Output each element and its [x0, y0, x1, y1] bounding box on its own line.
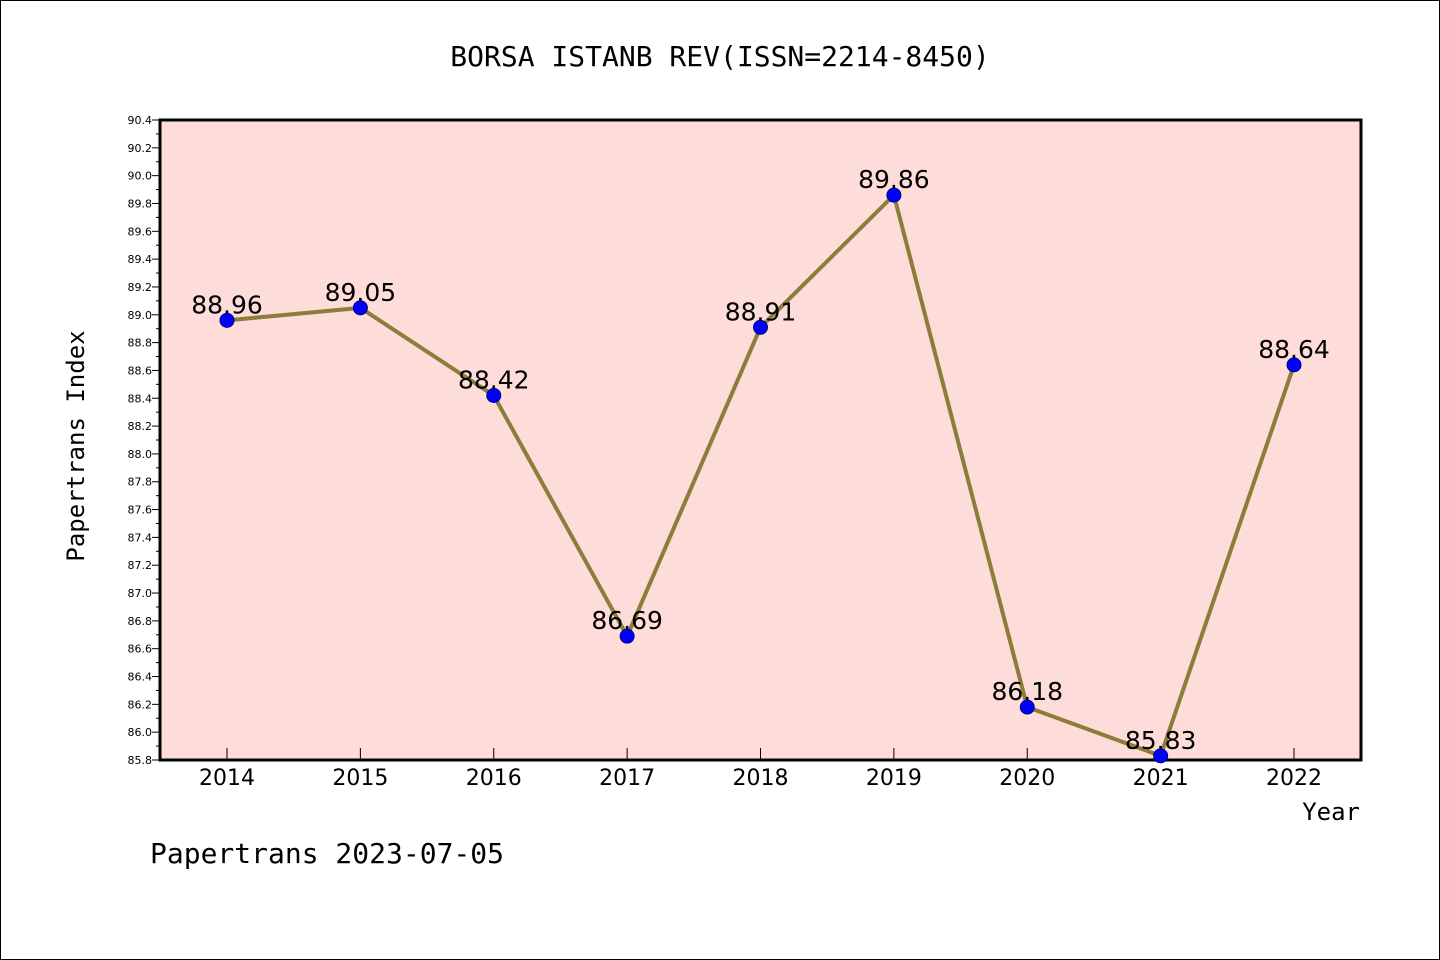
x-tick-label: 2015 — [332, 766, 388, 791]
y-tick-label: 90.0 — [128, 170, 153, 183]
chart-title: BORSA ISTANB REV(ISSN=2214-8450) — [450, 40, 989, 73]
data-labels: 88.96 89.05 88.42 86.69 88.91 89.86 86.18 85.83… — [191, 165, 1330, 755]
data-point — [1286, 357, 1302, 373]
y-tick-label: 90.4 — [128, 114, 153, 127]
y-tick-label: 89.0 — [128, 309, 153, 322]
y-tick-label: 86.4 — [128, 671, 153, 684]
y-tick-label: 89.8 — [128, 197, 153, 210]
data-point — [1153, 748, 1169, 764]
x-tick-label: 2021 — [1133, 766, 1189, 791]
data-markers — [219, 187, 1302, 764]
y-tick-label: 86.0 — [128, 726, 153, 739]
y-tick-label: 87.4 — [128, 531, 153, 544]
x-tick-label: 2019 — [866, 766, 922, 791]
y-tick-label: 87.0 — [128, 587, 153, 600]
y-tick-label: 89.4 — [128, 253, 153, 266]
y-tick-label: 85.8 — [128, 754, 153, 767]
data-label: 89.86 — [858, 165, 930, 194]
y-tick-label: 87.2 — [128, 559, 153, 572]
y-tick-label: 88.2 — [128, 420, 153, 433]
plot-area — [158, 118, 1363, 762]
y-tick-label: 88.0 — [128, 448, 153, 461]
data-label: 88.91 — [725, 297, 797, 326]
data-label: 88.96 — [191, 290, 263, 319]
x-tick-label: 2017 — [599, 766, 655, 791]
x-axis-label: Year — [1302, 798, 1360, 826]
data-point — [1019, 699, 1035, 715]
y-axis-label: Papertrans Index — [62, 330, 90, 561]
y-tick-label: 86.6 — [128, 643, 153, 656]
data-label: 89.05 — [325, 278, 397, 307]
y-tick-label: 87.8 — [128, 476, 153, 489]
x-tick-label: 2016 — [466, 766, 522, 791]
data-label: 88.64 — [1258, 335, 1330, 364]
y-tick-label: 87.6 — [128, 504, 153, 517]
data-label: 88.42 — [458, 365, 530, 394]
x-tick-label: 2020 — [999, 766, 1055, 791]
y-axis: 85.8 86.0 86.2 86.4 86.6 86.8 87.0 87.2 87.4 87.6… — [128, 114, 160, 767]
data-point — [219, 312, 235, 328]
y-tick-label: 86.2 — [128, 698, 153, 711]
y-tick-label: 90.2 — [128, 142, 153, 155]
data-point — [486, 387, 502, 403]
footer-text: Papertrans 2023-07-05 — [150, 837, 504, 870]
y-tick-label: 88.8 — [128, 337, 153, 350]
data-label: 85.83 — [1125, 726, 1197, 755]
y-tick-label: 88.6 — [128, 364, 153, 377]
x-axis: 2014 2015 2016 2017 2018 2019 2020 2021 2022 — [199, 748, 1322, 791]
data-point — [619, 628, 635, 644]
x-tick-label: 2014 — [199, 766, 255, 791]
data-label: 86.18 — [991, 677, 1063, 706]
data-point — [886, 187, 902, 203]
y-tick-label: 86.8 — [128, 615, 153, 628]
y-tick-label: 89.2 — [128, 281, 153, 294]
y-tick-label: 89.6 — [128, 225, 153, 238]
x-tick-label: 2022 — [1266, 766, 1322, 791]
y-tick-label: 88.4 — [128, 392, 153, 405]
data-point — [753, 319, 768, 335]
data-label: 86.69 — [591, 606, 663, 635]
data-point — [352, 300, 368, 316]
x-tick-label: 2018 — [733, 766, 789, 791]
